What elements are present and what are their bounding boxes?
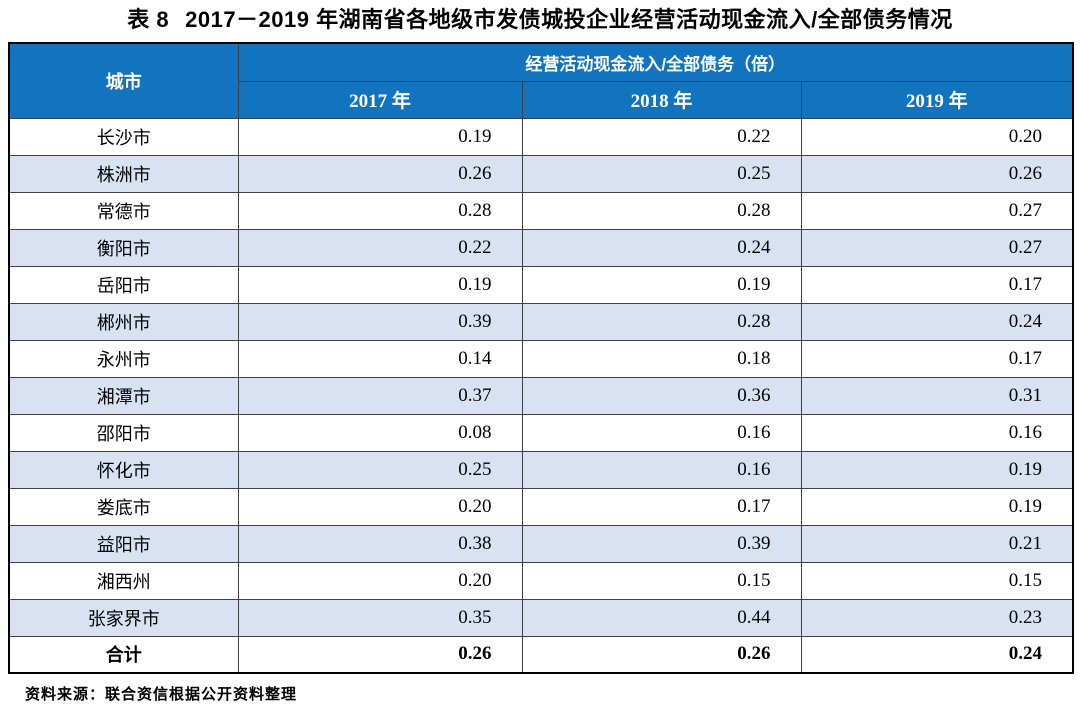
header-row-group: 城市 经营活动现金流入/全部债务（倍） bbox=[8, 42, 1074, 119]
source-note: 资料来源：联合资信根据公开资料整理 bbox=[25, 687, 298, 703]
value-2017-cell: 0.22 bbox=[237, 228, 523, 267]
value-2019-cell: 0.20 bbox=[800, 117, 1074, 156]
value-2017-cell: 0.35 bbox=[237, 598, 523, 637]
table-body: 长沙市 0.19 0.22 0.20 株洲市 0.26 0.25 0.26 常德市 0.28 0.2… bbox=[8, 117, 1074, 674]
city-cell: 长沙市 bbox=[8, 117, 239, 156]
value-2018-cell: 0.25 bbox=[521, 154, 802, 193]
value-2019-cell: 0.27 bbox=[800, 191, 1074, 230]
column-header-2018: 2018 年 bbox=[521, 80, 802, 119]
value-2017-cell: 0.19 bbox=[237, 117, 523, 156]
value-2017-cell: 0.25 bbox=[237, 450, 523, 489]
column-header-city: 城市 bbox=[8, 42, 239, 119]
value-2018-cell: 0.16 bbox=[521, 450, 802, 489]
value-2019-cell: 0.19 bbox=[800, 487, 1074, 526]
value-2018-cell: 0.15 bbox=[521, 561, 802, 600]
value-2018-cell: 0.22 bbox=[521, 117, 802, 156]
value-2018-cell: 0.18 bbox=[521, 339, 802, 378]
column-group-header: 经营活动现金流入/全部债务（倍） bbox=[237, 42, 1074, 82]
value-2019-cell: 0.16 bbox=[800, 413, 1074, 452]
table-row: 衡阳市 0.22 0.24 0.27 bbox=[8, 228, 1074, 267]
value-2019-cell: 0.17 bbox=[800, 339, 1074, 378]
table-row: 张家界市 0.35 0.44 0.23 bbox=[8, 598, 1074, 637]
value-2018-cell: 0.24 bbox=[521, 228, 802, 267]
table-row: 株洲市 0.26 0.25 0.26 bbox=[8, 154, 1074, 193]
data-table: 城市 经营活动现金流入/全部债务（倍） 2017 年 2018 年 2019 年… bbox=[8, 42, 1074, 674]
page-title: 表 8 2017－2019 年湖南省各地级市发债城投企业经营活动现金流入/全部债务… bbox=[0, 7, 1080, 33]
value-2017-cell: 0.39 bbox=[237, 302, 523, 341]
value-2018-cell: 0.16 bbox=[521, 413, 802, 452]
table-header: 城市 经营活动现金流入/全部债务（倍） 2017 年 2018 年 2019 年 bbox=[8, 42, 1074, 119]
table-row: 怀化市 0.25 0.16 0.19 bbox=[8, 450, 1074, 489]
value-2019-cell: 0.15 bbox=[800, 561, 1074, 600]
header-row-years: 2017 年 2018 年 2019 年 bbox=[9, 80, 1074, 119]
value-2019-cell: 0.24 bbox=[800, 302, 1074, 341]
table-row: 永州市 0.14 0.18 0.17 bbox=[8, 339, 1074, 378]
value-2019-cell: 0.21 bbox=[800, 524, 1074, 563]
value-2017-cell: 0.28 bbox=[237, 191, 523, 230]
city-cell: 合计 bbox=[8, 635, 239, 674]
table-row: 娄底市 0.20 0.17 0.19 bbox=[8, 487, 1074, 526]
value-2018-cell: 0.19 bbox=[521, 265, 802, 304]
value-2018-cell: 0.28 bbox=[521, 191, 802, 230]
table-title-text: 2017－2019 年湖南省各地级市发债城投企业经营活动现金流入/全部债务情况 bbox=[185, 7, 953, 32]
value-2017-cell: 0.38 bbox=[237, 524, 523, 563]
value-2017-cell: 0.26 bbox=[237, 154, 523, 193]
city-cell: 怀化市 bbox=[8, 450, 239, 489]
city-cell: 娄底市 bbox=[8, 487, 239, 526]
city-cell: 永州市 bbox=[8, 339, 239, 378]
value-2018-cell: 0.44 bbox=[521, 598, 802, 637]
value-2019-cell: 0.31 bbox=[800, 376, 1074, 415]
column-header-2019: 2019 年 bbox=[800, 80, 1074, 119]
value-2017-cell: 0.26 bbox=[237, 635, 523, 674]
city-cell: 张家界市 bbox=[8, 598, 239, 637]
value-2019-cell: 0.24 bbox=[800, 635, 1074, 674]
column-header-2017: 2017 年 bbox=[237, 80, 523, 119]
value-2019-cell: 0.23 bbox=[800, 598, 1074, 637]
table-row: 长沙市 0.19 0.22 0.20 bbox=[8, 117, 1074, 156]
table-total-row: 合计 0.26 0.26 0.24 bbox=[8, 635, 1074, 674]
table-row: 邵阳市 0.08 0.16 0.16 bbox=[8, 413, 1074, 452]
city-cell: 郴州市 bbox=[8, 302, 239, 341]
value-2017-cell: 0.14 bbox=[237, 339, 523, 378]
table-row: 郴州市 0.39 0.28 0.24 bbox=[8, 302, 1074, 341]
value-2019-cell: 0.17 bbox=[800, 265, 1074, 304]
city-cell: 湘潭市 bbox=[8, 376, 239, 415]
table-row: 常德市 0.28 0.28 0.27 bbox=[8, 191, 1074, 230]
value-2017-cell: 0.20 bbox=[237, 487, 523, 526]
table-number-label: 表 8 bbox=[127, 7, 170, 32]
table-row: 湘西州 0.20 0.15 0.15 bbox=[8, 561, 1074, 600]
value-2017-cell: 0.37 bbox=[237, 376, 523, 415]
value-2018-cell: 0.36 bbox=[521, 376, 802, 415]
city-cell: 邵阳市 bbox=[8, 413, 239, 452]
table-row: 湘潭市 0.37 0.36 0.31 bbox=[8, 376, 1074, 415]
city-cell: 株洲市 bbox=[8, 154, 239, 193]
value-2017-cell: 0.20 bbox=[237, 561, 523, 600]
value-2019-cell: 0.19 bbox=[800, 450, 1074, 489]
value-2019-cell: 0.27 bbox=[800, 228, 1074, 267]
value-2018-cell: 0.28 bbox=[521, 302, 802, 341]
value-2019-cell: 0.26 bbox=[800, 154, 1074, 193]
value-2018-cell: 0.39 bbox=[521, 524, 802, 563]
value-2018-cell: 0.26 bbox=[521, 635, 802, 674]
value-2018-cell: 0.17 bbox=[521, 487, 802, 526]
city-cell: 衡阳市 bbox=[8, 228, 239, 267]
table-row: 岳阳市 0.19 0.19 0.17 bbox=[8, 265, 1074, 304]
table-row: 益阳市 0.38 0.39 0.21 bbox=[8, 524, 1074, 563]
value-2017-cell: 0.19 bbox=[237, 265, 523, 304]
city-cell: 湘西州 bbox=[8, 561, 239, 600]
value-2017-cell: 0.08 bbox=[237, 413, 523, 452]
city-cell: 常德市 bbox=[8, 191, 239, 230]
city-cell: 益阳市 bbox=[8, 524, 239, 563]
city-cell: 岳阳市 bbox=[8, 265, 239, 304]
